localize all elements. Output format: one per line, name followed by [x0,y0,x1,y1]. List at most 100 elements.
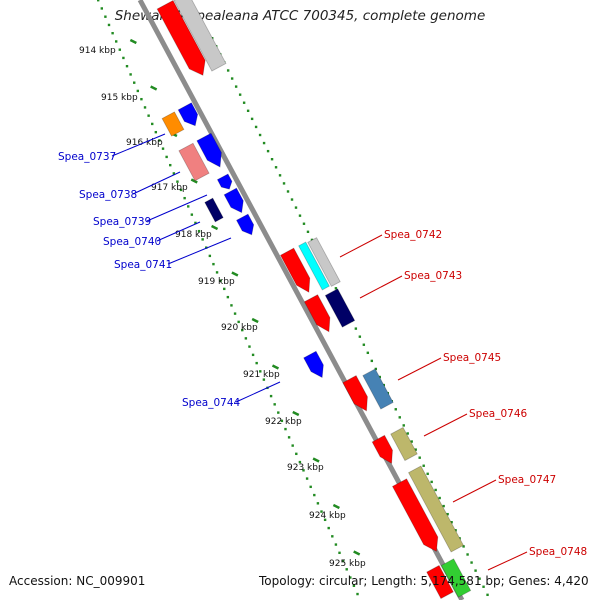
tick-ring-dot [254,125,258,129]
leader-line [359,275,403,299]
tick-ring-dot [122,56,125,60]
major-tick [353,550,361,556]
map-title: Shewanella pealeana ATCC 700345, complet… [114,8,486,24]
tick-ring-dot [306,230,310,234]
tick-ring-dot [338,551,341,555]
tick-ring-dot [147,114,150,117]
tick-ring-dot [234,85,238,88]
tick-ring-dot [434,488,437,492]
tick-ring-dot [309,485,312,489]
kbp-label: 924 kbp [309,511,346,521]
tick-ring-dot [362,343,366,346]
tick-ring-dot [158,139,161,142]
leader-line [452,479,497,503]
gene-arrow [342,375,368,412]
gene-bar [362,368,394,410]
tick-ring-dot [454,529,457,532]
gene-bar [324,288,356,328]
tick-ring-dot [226,69,230,72]
gene-label-right: Spea_0745 [443,352,501,364]
tick-ring-dot [334,543,338,546]
tick-ring-dot [111,31,114,35]
major-tick [292,410,300,417]
tick-ring-dot [374,367,378,371]
kbp-label: 921 kbp [243,370,280,380]
gene-label-right: Spea_0746 [469,408,528,420]
tick-ring-dot [161,147,165,150]
gene-arrow [236,213,255,236]
tick-ring-dot [277,411,280,414]
gene-bar [298,241,330,291]
gene-bar [204,197,224,223]
tick-ring-dot [323,518,327,522]
tick-ring-dot [259,370,262,373]
tick-ring-dot [250,117,254,121]
tick-ring-dot [280,419,284,423]
tick-ring-dot [302,222,306,225]
tick-ring-dot [97,0,100,2]
tick-ring-dot [151,122,154,126]
tick-ring-dot [125,64,129,68]
leader-line [111,133,166,157]
gene-bar [440,558,472,598]
gene-label-right: Spea_0748 [529,546,587,558]
tick-ring-dot [294,206,298,209]
tick-ring-dot [107,23,111,27]
tick-ring-dot [165,155,168,159]
gene-bar [173,0,227,72]
gene-arrow [177,102,199,127]
tick-ring-dot [305,477,309,480]
major-tick [332,503,340,510]
leader-line [132,171,181,195]
leader-line [339,234,383,258]
major-tick [271,364,280,370]
accession-text: Accession: NC_009901 [9,574,146,588]
tick-ring-dot [366,351,370,355]
tick-ring-dot [215,271,219,274]
major-tick [190,178,198,184]
tick-ring-dot [266,149,270,153]
tick-ring-dot [334,287,338,290]
gene-arrow [371,434,393,465]
tick-ring-dot [418,456,421,459]
tick-ring-dot [262,378,266,381]
tick-ring-dot [179,188,183,192]
tick-ring-dot [422,464,425,467]
tick-ring-dot [316,502,320,505]
major-tick [150,85,158,91]
tick-ring-dot [118,48,122,51]
gene-arrow [196,132,222,168]
tick-ring-dot [262,141,266,145]
tick-ring-dot [230,77,234,80]
tick-ring-dot [349,576,352,579]
tick-ring-dot [136,89,140,93]
tick-ring-dot [310,238,314,242]
major-tick [231,271,239,277]
tick-ring-dot [176,180,179,183]
gene-label-right: Spea_0747 [498,474,556,486]
genome-summary-text: Topology: circular; Length: 5,174,581 bp… [259,574,589,588]
tick-ring-dot [223,287,226,291]
gene-arrow [223,187,244,214]
tick-ring-dot [466,553,469,556]
tick-ring-dot [154,130,158,134]
tick-ring-dot [115,40,118,43]
tick-ring-dot [246,109,250,113]
tick-ring-dot [295,452,298,456]
tick-ring-dot [270,158,274,161]
leader-line [167,237,232,265]
tick-ring-dot [482,585,485,588]
tick-ring-dot [450,521,453,524]
gene-bar [408,465,464,553]
leader-line [235,381,281,403]
gene-arrow [303,294,331,333]
tick-ring-dot [201,238,204,241]
tick-ring-dot [327,526,330,530]
tick-ring-dot [442,504,445,508]
tick-ring-dot [194,221,197,225]
tick-ring-dot [352,584,356,588]
gene-bar [426,564,454,600]
tick-ring-dot [284,427,287,431]
tick-ring-dot [172,172,176,175]
